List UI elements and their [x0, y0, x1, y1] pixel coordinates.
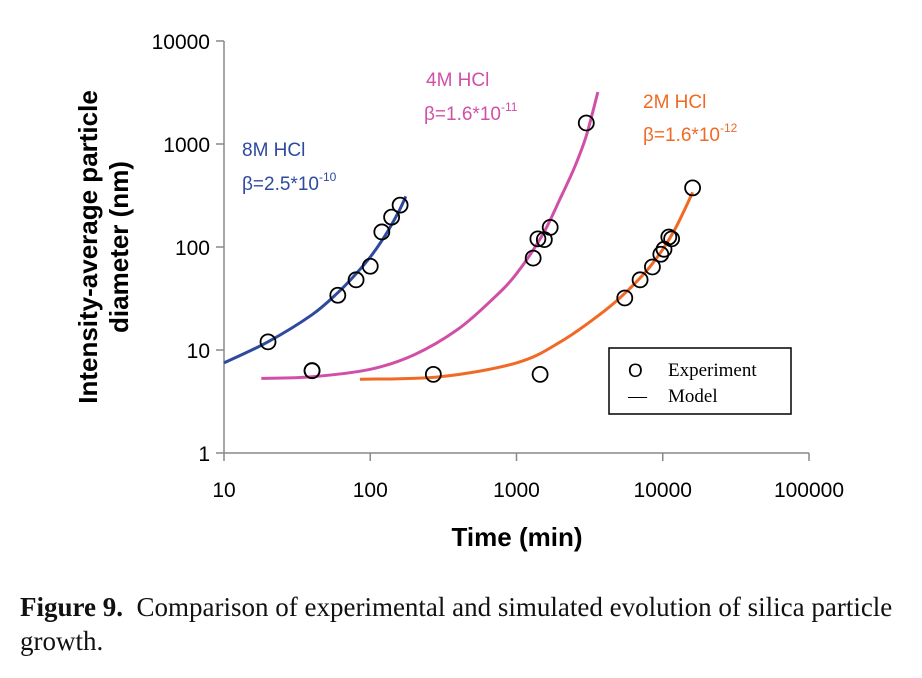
y-axis-title-line-2: diameter (nm) — [104, 161, 134, 333]
y-tick-label: 1 — [198, 443, 210, 466]
legend-model-label: Model — [668, 386, 718, 407]
experiment-point-series-2 — [531, 365, 549, 383]
x-axis-title: Time (min) — [452, 522, 583, 552]
model-curve-series-0 — [223, 195, 408, 365]
series-8m-beta: β=2.5*10-10 — [242, 170, 337, 195]
series-4m-label: 4M HCl — [426, 70, 489, 91]
experiment-point-series-0 — [373, 223, 391, 241]
y-tick-label: 1000 — [163, 134, 210, 157]
x-tick-label: 1000 — [493, 479, 540, 502]
legend-experiment-label: Experiment — [668, 360, 757, 381]
experiment-point-series-1 — [524, 249, 542, 267]
figure-caption: Figure 9. Comparison of experimental and… — [20, 590, 910, 658]
experiment-point-series-2 — [660, 228, 678, 246]
experiment-point-series-1 — [541, 218, 559, 236]
series-2m-beta: β=1.6*10-12 — [643, 121, 738, 146]
experiment-point-series-2 — [616, 289, 634, 307]
legend-line-symbol: — — [627, 386, 648, 407]
series-2m-label: 2M HCl — [643, 92, 706, 113]
experiment-point-series-1 — [303, 362, 321, 380]
caption-text: Comparison of experimental and simulated… — [20, 592, 893, 656]
experiment-point-series-0 — [329, 286, 347, 304]
series-4m-beta: β=1.6*10-11 — [424, 100, 518, 125]
experiment-point-series-0 — [259, 333, 277, 351]
experiment-point-series-2 — [631, 271, 649, 289]
experiment-point-series-2 — [684, 179, 702, 197]
legend-marker-symbol: O — [628, 361, 643, 382]
experiment-markers — [259, 114, 702, 383]
x-tick-label: 10000 — [634, 479, 692, 502]
caption-label: Figure 9. — [20, 592, 123, 622]
legend: O Experiment — Model — [608, 347, 792, 415]
model-curves — [223, 91, 694, 381]
experiment-point-series-0 — [391, 196, 409, 214]
y-axis-ticks: 1 10 100 1000 10000 — [152, 31, 224, 466]
experiment-point-series-1 — [529, 230, 547, 248]
y-axis-title-line-1: Intensity-average particle — [73, 90, 103, 404]
experiment-point-series-0 — [383, 208, 401, 226]
experiment-point-series-1 — [577, 114, 595, 132]
experiment-point-series-0 — [347, 271, 365, 289]
legend-box — [608, 347, 792, 415]
experiment-point-series-2 — [652, 245, 670, 263]
experiment-point-series-2 — [663, 230, 681, 248]
x-tick-label: 100 — [353, 479, 388, 502]
y-tick-label: 100 — [175, 237, 210, 260]
series-8m-label: 8M HCl — [242, 140, 305, 161]
model-curve-series-2 — [359, 191, 694, 381]
experiment-point-series-2 — [644, 258, 661, 276]
model-curve-series-1 — [261, 91, 600, 380]
y-tick-label: 10000 — [152, 31, 210, 54]
x-tick-label: 100000 — [774, 479, 844, 502]
x-axis-ticks: 10 100 1000 10000 100000 — [212, 453, 844, 502]
y-tick-label: 10 — [187, 340, 210, 363]
x-tick-label: 10 — [212, 479, 235, 502]
experiment-point-series-1 — [424, 365, 442, 383]
experiment-point-series-0 — [361, 257, 379, 275]
